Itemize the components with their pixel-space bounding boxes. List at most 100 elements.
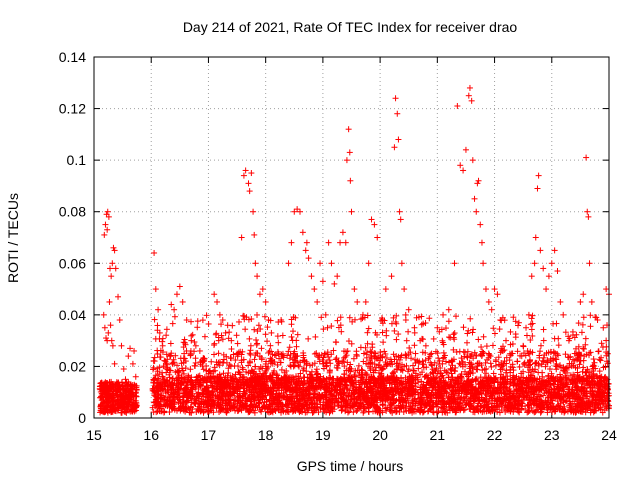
x-tick-label: 24 xyxy=(601,427,617,443)
data-point xyxy=(485,298,492,305)
data-point xyxy=(580,291,587,298)
data-point xyxy=(102,221,109,228)
data-point xyxy=(196,347,203,354)
data-point xyxy=(391,327,398,334)
data-point xyxy=(101,324,108,331)
data-point xyxy=(254,273,261,280)
data-point xyxy=(268,329,275,336)
data-point xyxy=(586,260,593,267)
data-point xyxy=(537,247,544,254)
data-point xyxy=(410,367,417,374)
data-point xyxy=(274,361,281,368)
data-point xyxy=(211,351,218,358)
data-point xyxy=(434,324,441,331)
data-point xyxy=(303,239,310,246)
data-point xyxy=(293,337,300,344)
data-point xyxy=(278,366,285,373)
data-point xyxy=(345,338,352,345)
data-point xyxy=(163,326,170,333)
data-point xyxy=(487,360,494,367)
data-point xyxy=(452,313,459,320)
x-tick-label: 17 xyxy=(201,427,217,443)
data-point xyxy=(555,342,562,349)
data-point xyxy=(388,273,395,280)
data-point xyxy=(528,273,535,280)
data-point xyxy=(305,335,312,342)
data-point xyxy=(322,311,329,318)
data-point xyxy=(603,286,610,293)
data-point xyxy=(246,359,253,366)
data-point xyxy=(482,286,489,293)
data-point xyxy=(334,273,341,280)
data-point xyxy=(512,334,519,341)
data-point xyxy=(171,313,178,320)
data-point xyxy=(154,347,161,354)
data-point xyxy=(288,333,295,340)
data-point xyxy=(435,355,442,362)
data-point xyxy=(467,315,474,322)
data-point xyxy=(214,298,221,305)
data-point xyxy=(454,102,461,109)
data-point xyxy=(405,328,412,335)
data-point xyxy=(468,97,475,104)
data-point xyxy=(105,329,112,336)
data-point xyxy=(557,298,564,305)
data-point xyxy=(523,324,530,331)
data-point xyxy=(396,356,403,363)
data-point xyxy=(520,343,527,350)
data-point xyxy=(445,318,452,325)
data-point xyxy=(256,291,263,298)
data-point xyxy=(540,265,547,272)
data-point xyxy=(167,340,174,347)
data-point xyxy=(478,239,485,246)
data-point xyxy=(334,317,341,324)
data-point xyxy=(422,342,429,349)
data-point xyxy=(580,357,587,364)
y-tick-label: 0.04 xyxy=(59,307,86,323)
data-point xyxy=(242,167,249,174)
data-point xyxy=(355,362,362,369)
data-point xyxy=(246,350,253,357)
data-point xyxy=(194,324,201,331)
data-point xyxy=(428,350,435,357)
data-point xyxy=(354,298,361,305)
data-point xyxy=(396,208,403,215)
data-point xyxy=(311,286,318,293)
data-point xyxy=(350,409,357,416)
data-point xyxy=(341,363,348,370)
data-point xyxy=(411,342,418,349)
data-point xyxy=(251,231,258,238)
chart-title: Day 214 of 2021, Rate Of TEC Index for r… xyxy=(183,19,518,35)
data-point xyxy=(288,239,295,246)
data-point xyxy=(483,365,490,372)
data-point xyxy=(458,355,465,362)
data-point xyxy=(457,162,464,169)
data-point xyxy=(464,339,471,346)
data-point xyxy=(192,342,199,349)
data-point xyxy=(597,357,604,364)
x-tick-label: 20 xyxy=(372,427,388,443)
x-tick-label: 19 xyxy=(315,427,331,443)
data-point xyxy=(339,359,346,366)
x-tick-label: 16 xyxy=(143,427,159,443)
data-point xyxy=(550,320,557,327)
data-point xyxy=(111,360,118,367)
data-point xyxy=(474,180,481,187)
data-point xyxy=(581,345,588,352)
data-point xyxy=(460,167,467,174)
data-point xyxy=(216,311,223,318)
data-point xyxy=(560,311,567,318)
data-point xyxy=(577,298,584,305)
data-point xyxy=(471,195,478,202)
data-point xyxy=(478,344,485,351)
data-point xyxy=(337,239,344,246)
data-point xyxy=(116,317,123,324)
data-point xyxy=(118,342,125,349)
data-point xyxy=(159,338,166,345)
data-point xyxy=(302,247,309,254)
data-point xyxy=(587,323,594,330)
data-point xyxy=(405,366,412,373)
data-point xyxy=(192,355,199,362)
data-point xyxy=(412,350,419,357)
data-point xyxy=(275,339,282,346)
